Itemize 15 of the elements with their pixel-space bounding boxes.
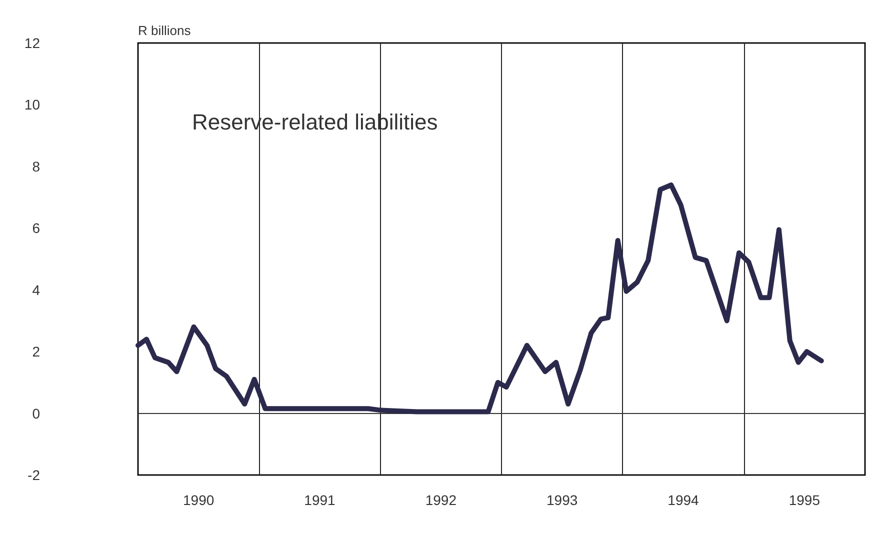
y-axis-title: R billions [138,23,192,38]
y-tick-label: -2 [28,467,40,483]
x-tick-label: 1992 [425,492,457,508]
x-tick-label: 1990 [183,492,214,508]
x-tick-label: 1991 [304,492,336,508]
y-tick-label: 6 [32,220,40,236]
x-tick-label: 1995 [788,492,820,508]
y-tick-label: 10 [24,96,40,113]
y-tick-label: 8 [32,158,40,174]
x-tick-label: 1993 [546,492,578,508]
y-tick-label: 0 [32,405,40,422]
x-tick-label: 1994 [668,492,700,508]
y-tick-label: 4 [32,282,40,298]
y-tick-label: 2 [32,344,40,360]
y-tick-label: 12 [24,35,40,51]
